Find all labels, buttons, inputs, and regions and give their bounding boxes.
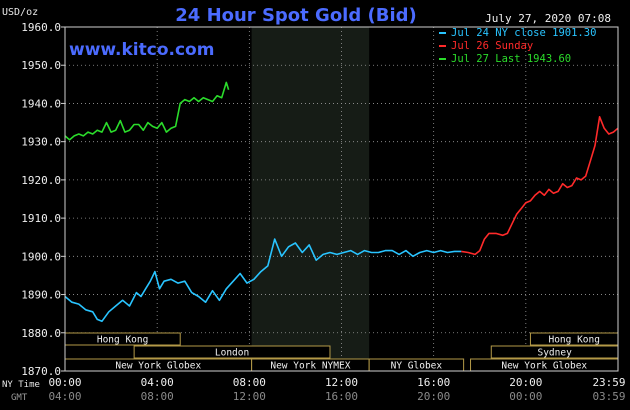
x-tick-label-gmt: 03:59	[592, 390, 625, 403]
legend-entry: Jul 27 Last 1943.60	[451, 53, 571, 65]
x-axis: 00:00 04:00 08:00 12:00 16:00 20:00 23:5904:00…	[48, 376, 625, 403]
session-label: NY Globex	[391, 361, 443, 372]
market-closed-band	[251, 27, 370, 371]
x-tick-label-ny: 16:00	[417, 376, 450, 389]
y-tick-label: 1900.0	[21, 250, 61, 263]
x-tick-label-gmt: 16:00	[325, 390, 358, 403]
session-label: New York Globex	[501, 361, 587, 372]
session-label: Hong Kong	[97, 335, 148, 346]
y-tick-label: 1910.0	[21, 212, 61, 225]
x-tick-label-gmt: 04:00	[48, 390, 81, 403]
x-tick-label-ny: 04:00	[141, 376, 174, 389]
session-bar	[133, 345, 331, 359]
series-line-2	[461, 116, 619, 256]
session-label: New York Globex	[115, 361, 201, 372]
grid	[65, 26, 618, 372]
series-line-3	[64, 81, 230, 141]
x-tick-label-gmt: 08:00	[141, 390, 174, 403]
session-label: London	[215, 348, 249, 359]
x-tick-label-ny: 00:00	[48, 376, 81, 389]
ny-time-row-label: NY Time	[2, 380, 40, 390]
x-tick-label-ny: 12:00	[325, 376, 358, 389]
session-bars: Hong Kong London New York Globex New York N…	[64, 332, 619, 372]
legend-entry: Jul 26 Sunday	[451, 40, 533, 52]
x-tick-label-gmt: 20:00	[417, 390, 450, 403]
legend-entry: Jul 24 NY close 1901.30	[451, 27, 596, 39]
session-label: New York NYMEX	[270, 361, 350, 372]
y-tick-label: 1890.0	[21, 289, 61, 302]
series-line-1	[64, 238, 462, 323]
x-tick-label-ny: 23:59	[592, 376, 625, 389]
timestamp: July 27, 2020 07:08	[485, 12, 611, 25]
chart-title: 24 Hour Spot Gold (Bid)	[175, 5, 416, 26]
x-tick-label-gmt: 00:00	[509, 390, 542, 403]
x-tick-label-gmt: 12:00	[233, 390, 266, 403]
x-tick-label-ny: 20:00	[509, 376, 542, 389]
y-axis-label: USD/oz	[2, 7, 38, 18]
session-label: Hong Kong	[548, 335, 599, 346]
y-tick-label: 1880.0	[21, 327, 61, 340]
y-tick-label: 1950.0	[21, 59, 61, 72]
x-tick-label-ny: 08:00	[233, 376, 266, 389]
y-tick-label: 1930.0	[21, 136, 61, 149]
gmt-row-label: GMT	[11, 393, 28, 403]
y-tick-label: 1940.0	[21, 97, 61, 110]
y-tick-label: 1870.0	[21, 365, 61, 378]
website-label: www.kitco.com	[69, 40, 214, 60]
plot-frame	[64, 26, 619, 372]
session-label: Sydney	[537, 348, 572, 359]
y-tick-label: 1920.0	[21, 174, 61, 187]
series-lines	[64, 81, 619, 323]
y-axis: 1960.0 1950.0 1940.0 1930.0 1920.0 1910.0 1900…	[21, 21, 65, 378]
y-tick-label: 1960.0	[21, 21, 61, 34]
